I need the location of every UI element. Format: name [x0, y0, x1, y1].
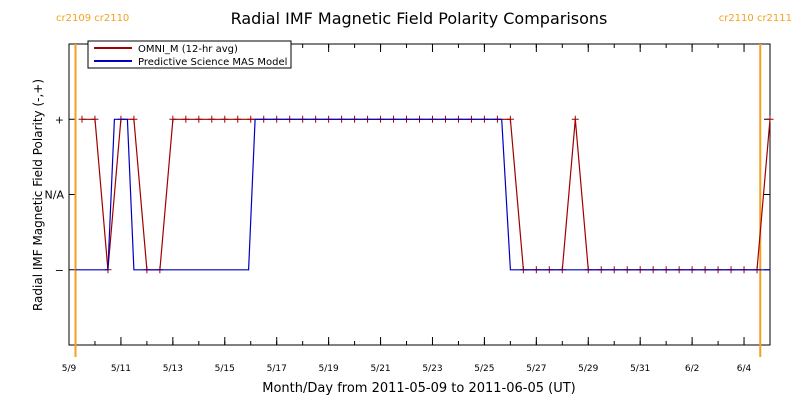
x-tick-label: 5/19 — [319, 364, 339, 374]
x-tick-label: 5/15 — [215, 364, 235, 374]
x-tick-label: 6/2 — [685, 364, 699, 374]
x-tick-label: 5/21 — [370, 364, 390, 374]
data-point-marker — [130, 115, 138, 123]
x-tick-label: 5/11 — [111, 364, 131, 374]
x-tick-label: 5/9 — [62, 364, 77, 374]
plot-area: + N/A − 5/9 5/11 5/13 5/15 5/17 5/19 5/21 5/23 5/25… — [45, 13, 792, 374]
x-tick-label: 5/31 — [630, 364, 650, 374]
carrington-label: cr2110 cr2111 — [719, 13, 792, 24]
data-point-marker — [78, 115, 86, 123]
data-point-marker — [247, 115, 255, 123]
x-tick-label: 5/29 — [578, 364, 598, 374]
x-tick-label: 5/25 — [474, 364, 494, 374]
y-tick-label: N/A — [45, 189, 65, 202]
x-tick-label: 5/23 — [422, 364, 442, 374]
data-point-marker — [234, 115, 242, 123]
x-axis-label: Month/Day from 2011-05-09 to 2011-06-05 … — [262, 381, 575, 396]
y-tick-label: + — [55, 113, 64, 126]
x-tick-label: 5/13 — [163, 364, 183, 374]
data-point-marker — [766, 115, 774, 123]
data-point-marker — [169, 115, 177, 123]
legend-label-mas-model: Predictive Science MAS Model — [138, 57, 287, 68]
x-tick-label: 5/27 — [526, 364, 546, 374]
data-point-marker — [208, 115, 216, 123]
x-tick-label: 6/4 — [737, 364, 752, 374]
data-point-marker — [182, 115, 190, 123]
data-point-marker — [91, 115, 99, 123]
legend-box — [87, 40, 292, 69]
series-line-mas-model — [75, 118, 770, 271]
legend: OMNI_M (12-hr avg) Predictive Science MA… — [87, 40, 292, 69]
y-axis-label: Radial IMF Magnetic Field Polarity (-,+) — [31, 79, 45, 311]
legend-label-omni: OMNI_M (12-hr avg) — [138, 44, 238, 55]
data-point-marker — [195, 115, 203, 123]
data-point-marker — [506, 115, 514, 123]
x-tick-label: 5/17 — [267, 364, 287, 374]
data-point-marker — [221, 115, 229, 123]
data-point-marker — [571, 115, 579, 123]
y-tick-label: − — [55, 264, 64, 277]
chart-title: Radial IMF Magnetic Field Polarity Compa… — [231, 9, 608, 28]
carrington-label: cr2109 cr2110 — [56, 13, 129, 24]
